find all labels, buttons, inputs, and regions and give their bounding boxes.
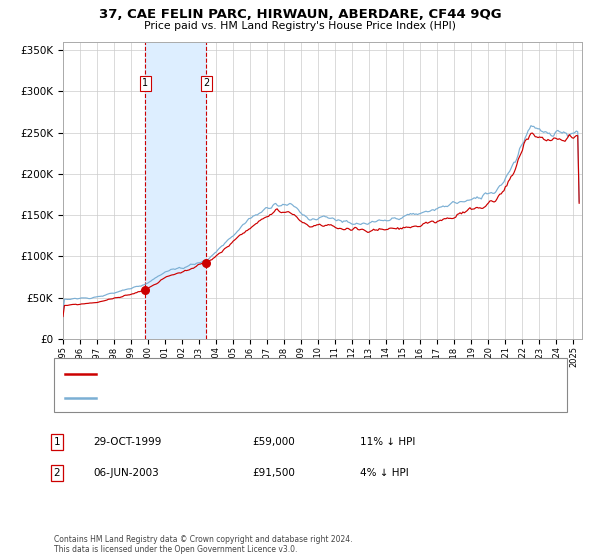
Text: HPI: Average price, detached house, Rhondda Cynon Taf: HPI: Average price, detached house, Rhon… — [102, 394, 356, 403]
Text: 37, CAE FELIN PARC, HIRWAUN, ABERDARE, CF44 9QG (detached house): 37, CAE FELIN PARC, HIRWAUN, ABERDARE, C… — [102, 370, 427, 379]
Text: 06-JUN-2003: 06-JUN-2003 — [93, 468, 159, 478]
Text: 1: 1 — [53, 437, 61, 447]
Point — [202, 259, 211, 268]
Text: Price paid vs. HM Land Registry's House Price Index (HPI): Price paid vs. HM Land Registry's House … — [144, 21, 456, 31]
Point — [140, 286, 150, 295]
Text: 2: 2 — [203, 78, 209, 88]
Text: £59,000: £59,000 — [252, 437, 295, 447]
Text: 29-OCT-1999: 29-OCT-1999 — [93, 437, 161, 447]
Text: 37, CAE FELIN PARC, HIRWAUN, ABERDARE, CF44 9QG: 37, CAE FELIN PARC, HIRWAUN, ABERDARE, C… — [98, 8, 502, 21]
Text: 1: 1 — [142, 78, 148, 88]
Text: Contains HM Land Registry data © Crown copyright and database right 2024.
This d: Contains HM Land Registry data © Crown c… — [54, 535, 353, 554]
Text: £91,500: £91,500 — [252, 468, 295, 478]
Bar — [145, 42, 206, 339]
Text: 4% ↓ HPI: 4% ↓ HPI — [360, 468, 409, 478]
Text: 2: 2 — [53, 468, 61, 478]
Text: 11% ↓ HPI: 11% ↓ HPI — [360, 437, 415, 447]
